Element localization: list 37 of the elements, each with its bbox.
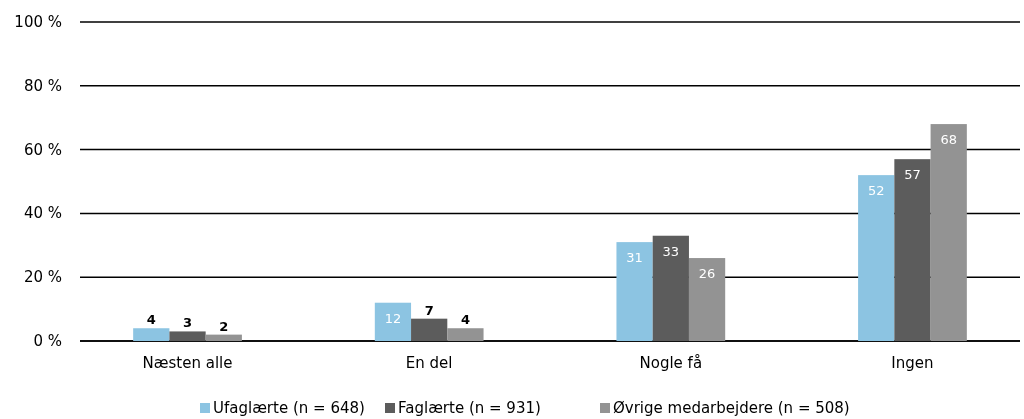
x-tick-label: Næsten alle — [142, 354, 233, 372]
data-label: 31 — [626, 250, 643, 266]
y-tick-label: 80 % — [23, 76, 62, 95]
data-label: 3 — [183, 315, 193, 331]
bar — [688, 258, 726, 341]
data-label: 4 — [460, 312, 470, 328]
bar — [411, 318, 448, 341]
data-label: 68 — [940, 132, 957, 148]
data-label: 57 — [904, 167, 921, 183]
legend-label: Ufaglærte (n = 648) — [213, 399, 365, 417]
data-label: 52 — [867, 183, 885, 199]
bar — [930, 124, 967, 341]
bar — [858, 175, 895, 341]
data-label: 33 — [662, 243, 680, 259]
data-label: 4 — [146, 312, 156, 328]
y-tick-label: 100 % — [14, 13, 62, 31]
bar — [169, 331, 206, 341]
bar — [205, 334, 242, 341]
y-tick-label: 0 % — [33, 332, 62, 350]
x-tick-label: Ingen — [891, 354, 934, 372]
data-label: 12 — [384, 310, 402, 326]
bar — [447, 328, 484, 341]
data-label: 2 — [219, 318, 229, 334]
x-tick-label: Nogle få — [639, 354, 703, 372]
x-tick-label: En del — [405, 354, 453, 372]
data-label: 26 — [698, 266, 716, 282]
legend-label: Øvrige medarbejdere (n = 508) — [613, 399, 850, 417]
bar — [133, 328, 170, 341]
bar — [374, 302, 412, 341]
bar — [616, 242, 653, 341]
bar — [894, 159, 931, 341]
y-tick-label: 40 % — [23, 204, 62, 223]
legend-label: Faglærte (n = 931) — [398, 399, 541, 417]
y-tick-label: 60 % — [23, 140, 62, 159]
y-tick-label: 20 % — [23, 268, 62, 287]
bar — [652, 235, 689, 341]
data-label: 7 — [424, 302, 434, 318]
